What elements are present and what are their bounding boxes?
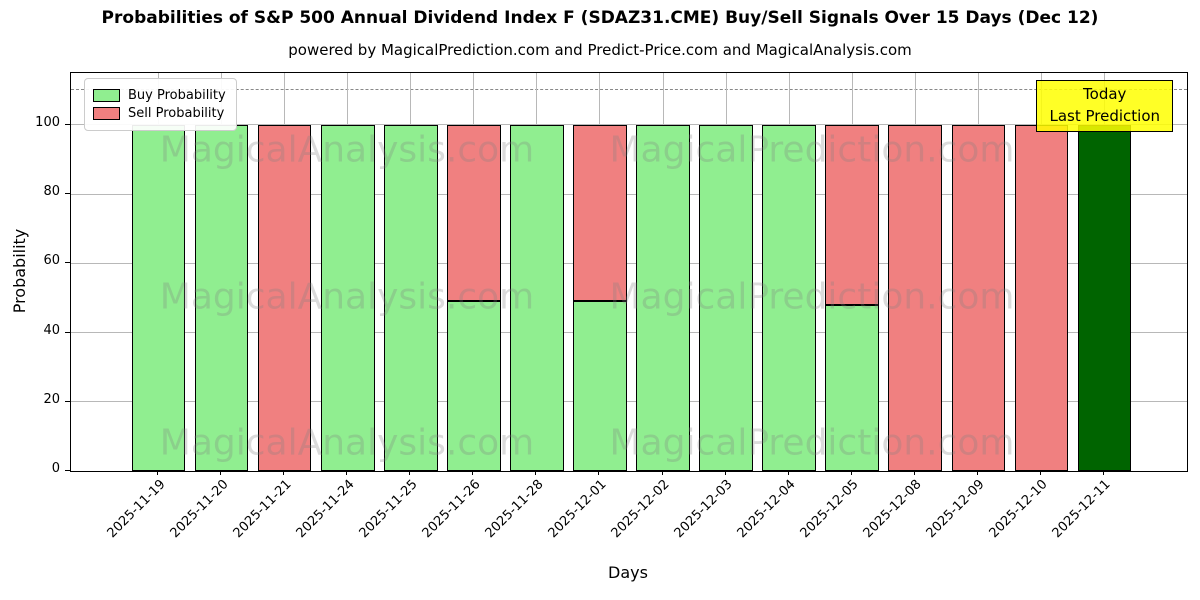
legend-item-sell: Sell Probability bbox=[93, 106, 226, 121]
bar-2025-12-05 bbox=[825, 73, 879, 471]
y-axis-label: Probability bbox=[10, 228, 29, 314]
buy-swatch-icon bbox=[93, 89, 120, 102]
today-annotation: Today Last Prediction bbox=[1036, 80, 1173, 132]
bar-segment-buy bbox=[573, 301, 627, 471]
x-tick-mark bbox=[661, 470, 663, 475]
bar-2025-12-09 bbox=[951, 73, 1006, 471]
bar-2025-12-02 bbox=[636, 73, 690, 471]
chart-subtitle: powered by MagicalPrediction.com and Pre… bbox=[288, 41, 912, 59]
today-annotation-line2: Last Prediction bbox=[1049, 106, 1160, 125]
bar-2025-11-21 bbox=[257, 73, 312, 471]
y-tick-label: 0 bbox=[51, 461, 60, 476]
x-tick-mark bbox=[976, 470, 978, 475]
y-tick-mark bbox=[65, 262, 70, 264]
bar-2025-11-25 bbox=[383, 73, 438, 471]
chart-title: Probabilities of S&P 500 Annual Dividend… bbox=[101, 8, 1099, 28]
bar-segment-sell bbox=[888, 124, 943, 471]
bar-2025-12-10 bbox=[1014, 73, 1069, 471]
y-tick-mark bbox=[65, 400, 70, 402]
x-tick-mark bbox=[472, 470, 474, 475]
y-gridline bbox=[71, 124, 1187, 126]
legend-item-buy: Buy Probability bbox=[93, 88, 226, 103]
bar-2025-12-01 bbox=[573, 73, 627, 471]
x-tick-mark bbox=[1102, 470, 1104, 475]
x-tick-mark bbox=[1039, 470, 1041, 475]
x-tick-mark bbox=[409, 470, 411, 475]
bar-segment-buy bbox=[320, 124, 375, 471]
bar-segment-buy bbox=[447, 301, 501, 471]
legend-label-sell: Sell Probability bbox=[128, 106, 225, 121]
y-tick-mark bbox=[65, 193, 70, 195]
y-tick-label: 80 bbox=[43, 184, 60, 200]
x-tick-mark bbox=[913, 470, 915, 475]
y-gridline bbox=[71, 193, 1187, 195]
x-tick-mark bbox=[598, 470, 600, 475]
y-gridline bbox=[71, 401, 1187, 403]
x-tick-mark bbox=[850, 470, 852, 475]
bar-segment-buy bbox=[131, 124, 186, 471]
x-tick-mark bbox=[346, 470, 348, 475]
legend-label-buy: Buy Probability bbox=[128, 88, 226, 103]
legend: Buy Probability Sell Probability bbox=[84, 78, 237, 131]
bar-segment-buy bbox=[194, 124, 249, 471]
bar-segment-sell bbox=[573, 124, 627, 302]
bar-segment-buy bbox=[1077, 124, 1132, 471]
x-tick-mark bbox=[283, 470, 285, 475]
plot-area bbox=[70, 72, 1188, 472]
y-tick-label: 40 bbox=[43, 322, 60, 338]
bar-segment-buy bbox=[699, 124, 753, 471]
y-tick-label: 100 bbox=[35, 114, 60, 130]
bar-2025-11-28 bbox=[510, 73, 564, 471]
sell-swatch-icon bbox=[93, 107, 120, 120]
bar-2025-12-03 bbox=[699, 73, 753, 471]
x-tick-mark bbox=[535, 470, 537, 475]
y-gridline bbox=[71, 262, 1187, 264]
bar-segment-sell bbox=[951, 124, 1006, 471]
bar-2025-12-11 bbox=[1077, 73, 1132, 471]
bar-2025-12-04 bbox=[762, 73, 816, 471]
dashed-guideline bbox=[71, 89, 1187, 91]
today-annotation-line1: Today bbox=[1083, 85, 1127, 103]
bar-2025-12-08 bbox=[888, 73, 943, 471]
bar-2025-11-20 bbox=[194, 73, 249, 471]
bar-2025-11-26 bbox=[447, 73, 501, 471]
y-tick-label: 20 bbox=[43, 391, 60, 407]
y-tick-label: 60 bbox=[43, 253, 60, 269]
x-tick-mark bbox=[157, 470, 159, 475]
bar-2025-11-24 bbox=[320, 73, 375, 471]
y-tick-mark bbox=[65, 331, 70, 333]
x-tick-mark bbox=[787, 470, 789, 475]
x-axis-label: Days bbox=[608, 563, 648, 582]
bar-segment-buy bbox=[825, 304, 879, 471]
y-tick-mark bbox=[65, 470, 70, 471]
y-tick-mark bbox=[65, 123, 70, 125]
bar-segment-buy bbox=[636, 124, 690, 471]
bar-segment-buy bbox=[762, 124, 816, 471]
bar-segment-sell bbox=[1014, 124, 1069, 471]
bar-segment-sell bbox=[825, 124, 879, 305]
bar-segment-buy bbox=[510, 124, 564, 471]
bar-segment-buy bbox=[383, 124, 438, 471]
x-tick-mark bbox=[724, 470, 726, 475]
y-gridline bbox=[71, 332, 1187, 334]
bar-2025-11-19 bbox=[131, 73, 186, 471]
x-tick-mark bbox=[220, 470, 222, 475]
bar-segment-sell bbox=[257, 124, 312, 471]
bar-segment-sell bbox=[447, 124, 501, 302]
